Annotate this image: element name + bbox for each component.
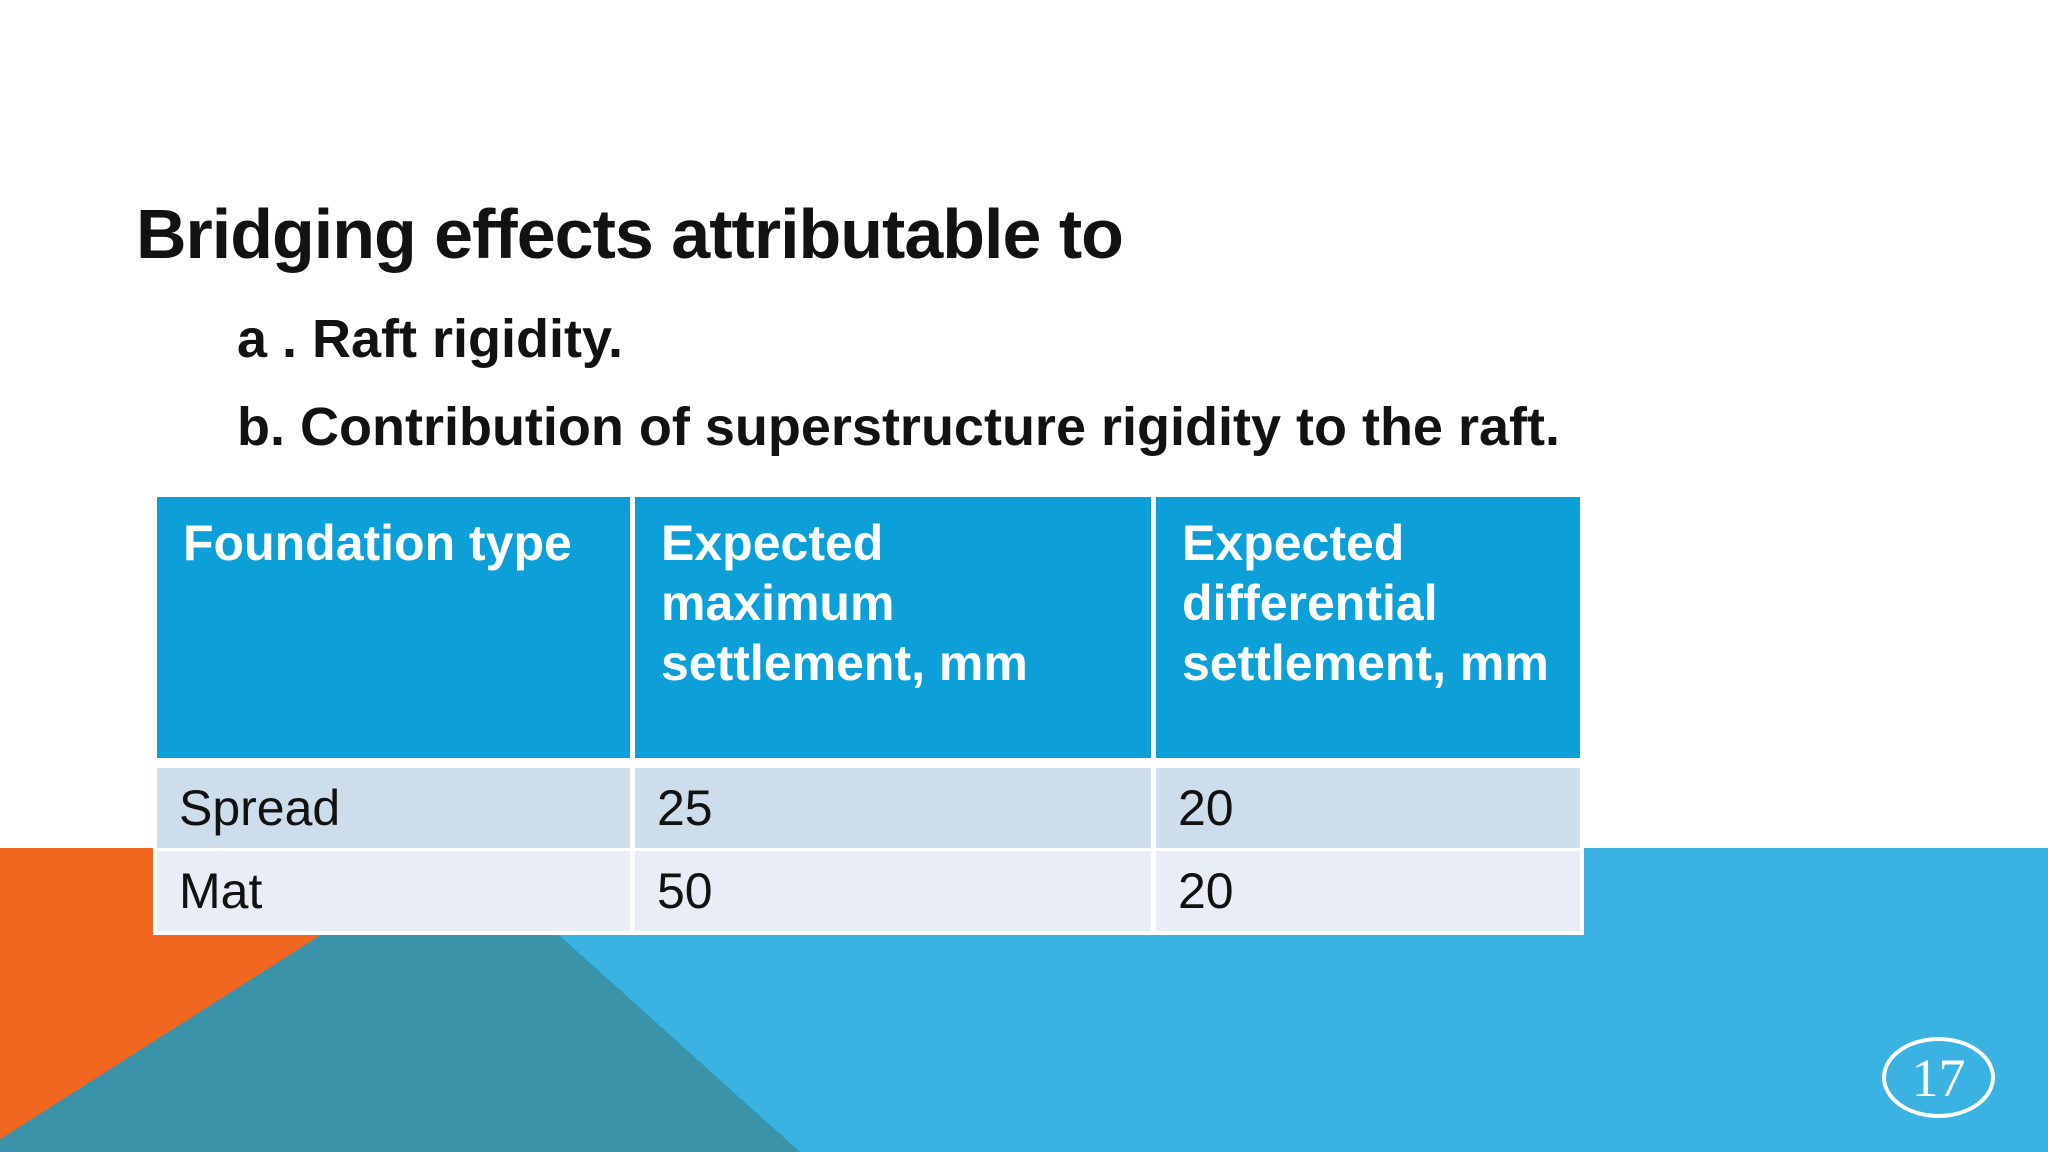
slide-title: Bridging effects attributable to bbox=[136, 195, 1124, 273]
list-item-superstructure-rigidity: b. Contribution of superstructure rigidi… bbox=[237, 397, 1560, 457]
table-cell-foundation: Spread bbox=[153, 768, 635, 848]
table-cell-differential-settlement: 20 bbox=[1156, 768, 1584, 848]
table-cell-differential-settlement: 20 bbox=[1156, 851, 1584, 935]
table-header-row: Foundation type Expected maximum settlem… bbox=[153, 497, 1584, 758]
table-header-foundation-type: Foundation type bbox=[153, 497, 635, 758]
table-row: Spread 25 20 bbox=[153, 768, 1584, 848]
table-row: Mat 50 20 bbox=[153, 851, 1584, 935]
table-cell-foundation: Mat bbox=[153, 851, 635, 935]
list-item-raft-rigidity: a . Raft rigidity. bbox=[237, 309, 624, 369]
page-number: 17 bbox=[1911, 1047, 1966, 1108]
table-cell-max-settlement: 25 bbox=[635, 768, 1156, 848]
table-header-differential-settlement: Expected differential settlement, mm bbox=[1156, 497, 1584, 758]
table-cell-max-settlement: 50 bbox=[635, 851, 1156, 935]
page-number-badge: 17 bbox=[1882, 1037, 1995, 1118]
table-header-max-settlement: Expected maximum settlement, mm bbox=[635, 497, 1156, 758]
settlement-table: Foundation type Expected maximum settlem… bbox=[153, 497, 1584, 935]
